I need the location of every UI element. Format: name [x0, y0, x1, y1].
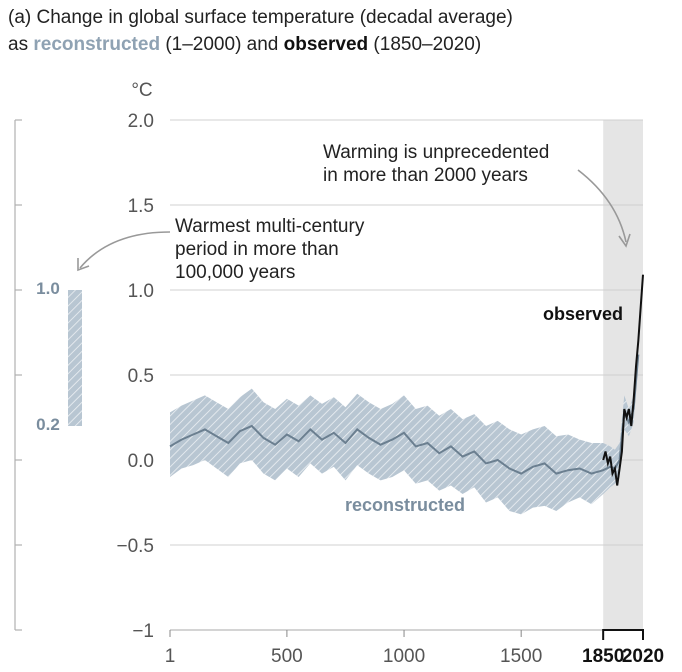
reconstructed-series-label: reconstructed — [345, 495, 465, 515]
y-tick-label: 2.0 — [128, 111, 154, 132]
title-reconstructed-word: reconstructed — [33, 34, 161, 55]
y-tick-label: 1.5 — [128, 196, 154, 217]
y-tick-label: 0.5 — [128, 366, 154, 387]
observed-line — [602, 274, 644, 486]
x-tick-label: 1850 — [582, 646, 624, 667]
chart-title-line-1: (a) Change in global surface temperature… — [8, 7, 513, 28]
y-tick-label: 0.0 — [128, 451, 154, 472]
annotation-warming-arrow — [577, 169, 627, 243]
title-mid: (1–2000) and — [160, 34, 284, 55]
side-scale: 1.0 0.2 — [14, 119, 82, 631]
reconstructed-line — [169, 354, 640, 475]
x-tick-label: 1000 — [383, 646, 425, 667]
x-tick-label: 2020 — [622, 646, 664, 667]
y-axis-ticks: 2.0 1.5 1.0 0.5 0.0 −0.5 −1 — [116, 111, 154, 642]
observed-series-label: observed — [543, 304, 623, 324]
warmest-period-range-bar — [68, 290, 82, 426]
observed-period-bracket — [602, 629, 644, 640]
side-bar-bottom-label: 0.2 — [36, 415, 60, 434]
annotation-warmest-arrowhead — [77, 258, 90, 272]
side-scale-ticks — [15, 119, 22, 631]
annotation-warmest-arrow — [79, 231, 171, 269]
x-tick-label: 1 — [165, 646, 176, 667]
y-tick-label: −1 — [132, 621, 154, 642]
title-prefix: as — [8, 34, 34, 55]
annotation-warming-line-1: Warming is unprecedented — [323, 142, 549, 163]
y-tick-label: −0.5 — [116, 536, 154, 557]
title-suffix: (1850–2020) — [368, 34, 482, 55]
annotation-warmest-line-1: Warmest multi-century — [175, 216, 365, 237]
annotation-warming-arrowhead — [618, 233, 631, 248]
annotation-warmest-line-3: 100,000 years — [175, 262, 295, 283]
side-bar-top-label: 1.0 — [36, 279, 60, 298]
x-tick-label: 500 — [271, 646, 303, 667]
annotation-warmest-line-2: period in more than — [175, 239, 339, 260]
title-observed-word: observed — [283, 34, 369, 55]
x-tick-label: 1500 — [500, 646, 542, 667]
y-axis-unit-label: °C — [131, 80, 152, 101]
annotation-warming-line-2: in more than 2000 years — [323, 165, 528, 186]
chart-title-line-2: as reconstructed (1–2000) and observed (… — [8, 33, 481, 57]
y-tick-label: 1.0 — [128, 281, 154, 302]
